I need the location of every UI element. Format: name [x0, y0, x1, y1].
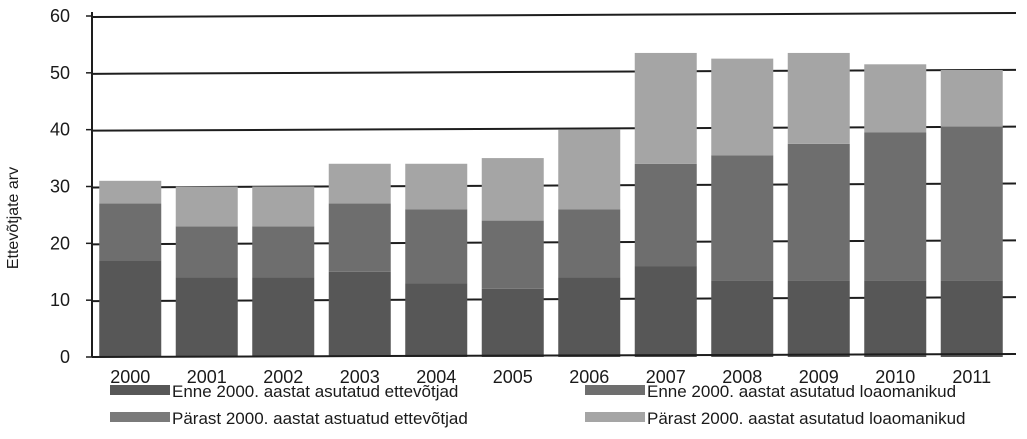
bar-segment-2002-s0 — [252, 277, 315, 357]
y-tick-label: 40 — [50, 120, 70, 140]
x-tick-label: 2001 — [187, 367, 227, 387]
bar-segment-2010-s2 — [864, 132, 927, 281]
y-tick-labels: 0 10 20 30 40 50 60 — [50, 6, 70, 367]
bar-segment-2008-s0 — [711, 280, 774, 357]
gridline — [91, 68, 1017, 75]
gridline — [91, 296, 1017, 303]
legend-swatch — [585, 412, 645, 422]
bar-segment-2008-s3 — [711, 58, 774, 156]
gridlines — [91, 12, 1017, 303]
gridline — [91, 239, 1017, 246]
bar-segment-2009-s2 — [787, 143, 850, 281]
x-axis-line — [91, 353, 1017, 358]
bar-segment-2000-s2 — [99, 203, 162, 261]
legend-swatch — [110, 385, 170, 395]
x-tick-label: 2002 — [263, 367, 303, 387]
bar-segment-2007-s2 — [634, 163, 697, 267]
bar-segment-2003-s3 — [328, 163, 391, 204]
gridline — [91, 125, 1017, 132]
bar-segment-2004-s3 — [405, 163, 468, 210]
bar-segment-2003-s0 — [328, 271, 391, 357]
bar-segment-2004-s2 — [405, 209, 468, 284]
bar-segment-2011-s0 — [940, 280, 1003, 357]
bar-segment-2001-s3 — [175, 186, 238, 227]
y-tick-label: 0 — [60, 347, 70, 367]
bar-segment-2001-s0 — [175, 277, 238, 357]
x-tick-label: 2000 — [110, 367, 150, 387]
legend: Enne 2000. aastat asutatud ettevõtjad Pär… — [110, 382, 966, 428]
bar-segment-2007-s3 — [634, 52, 697, 164]
bar-segment-2009-s0 — [787, 280, 850, 357]
y-tick-label: 50 — [50, 63, 70, 83]
y-tick-label: 30 — [50, 177, 70, 197]
y-tick-label: 10 — [50, 290, 70, 310]
axes — [86, 12, 1017, 358]
bar-segment-2006-s0 — [558, 277, 621, 357]
legend-label: Pärast 2000. aastat asutatud loaomanikud — [647, 409, 966, 428]
bar-segment-2011-s3 — [940, 69, 1003, 127]
bars — [99, 52, 1003, 357]
x-tick-label: 2011 — [952, 367, 991, 387]
bar-segment-2005-s0 — [481, 288, 544, 357]
x-tick-label: 2003 — [340, 367, 380, 387]
bar-segment-2004-s0 — [405, 283, 468, 357]
y-axis-label: Ettevõtjate arv — [5, 167, 22, 269]
bar-segment-2011-s2 — [940, 126, 1003, 281]
x-tick-label: 2007 — [646, 367, 686, 387]
bar-segment-2010-s3 — [864, 64, 927, 133]
x-tick-label: 2005 — [493, 367, 533, 387]
bar-segment-2000-s3 — [99, 180, 162, 204]
legend-label: Pärast 2000. aastat astuatud ettevõtjad — [172, 409, 468, 428]
legend-swatch — [585, 385, 645, 395]
bar-segment-2007-s0 — [634, 266, 697, 357]
x-tick-labels: 2000 2001 2002 2003 2004 2005 2006 2007 2008 2009… — [110, 367, 991, 387]
bar-segment-2006-s3 — [558, 129, 621, 210]
gridline — [91, 12, 1017, 18]
legend-label: Enne 2000. aastat asutatud ettevõtjad — [172, 382, 458, 401]
bar-segment-2001-s2 — [175, 226, 238, 278]
bar-segment-2002-s2 — [252, 226, 315, 278]
bar-segment-2010-s0 — [864, 280, 927, 357]
y-tick-label: 20 — [50, 233, 70, 253]
bar-segment-2009-s3 — [787, 52, 850, 144]
x-tick-label: 2006 — [569, 367, 609, 387]
x-tick-label: 2009 — [799, 367, 839, 387]
bar-segment-2005-s3 — [481, 158, 544, 221]
x-tick-label: 2004 — [416, 367, 456, 387]
legend-label: Enne 2000. aastat asutatud loaomanikud — [647, 382, 956, 401]
legend-swatch — [110, 412, 170, 422]
x-tick-label: 2008 — [722, 367, 762, 387]
bar-segment-2000-s0 — [99, 260, 162, 357]
bar-segment-2005-s2 — [481, 220, 544, 289]
bar-segment-2006-s2 — [558, 209, 621, 278]
x-tick-label: 2010 — [875, 367, 915, 387]
bar-segment-2002-s3 — [252, 186, 315, 227]
bar-segment-2008-s2 — [711, 155, 774, 281]
gridline — [91, 182, 1017, 189]
bar-segment-2003-s2 — [328, 203, 391, 272]
y-tick-label: 60 — [50, 6, 70, 26]
